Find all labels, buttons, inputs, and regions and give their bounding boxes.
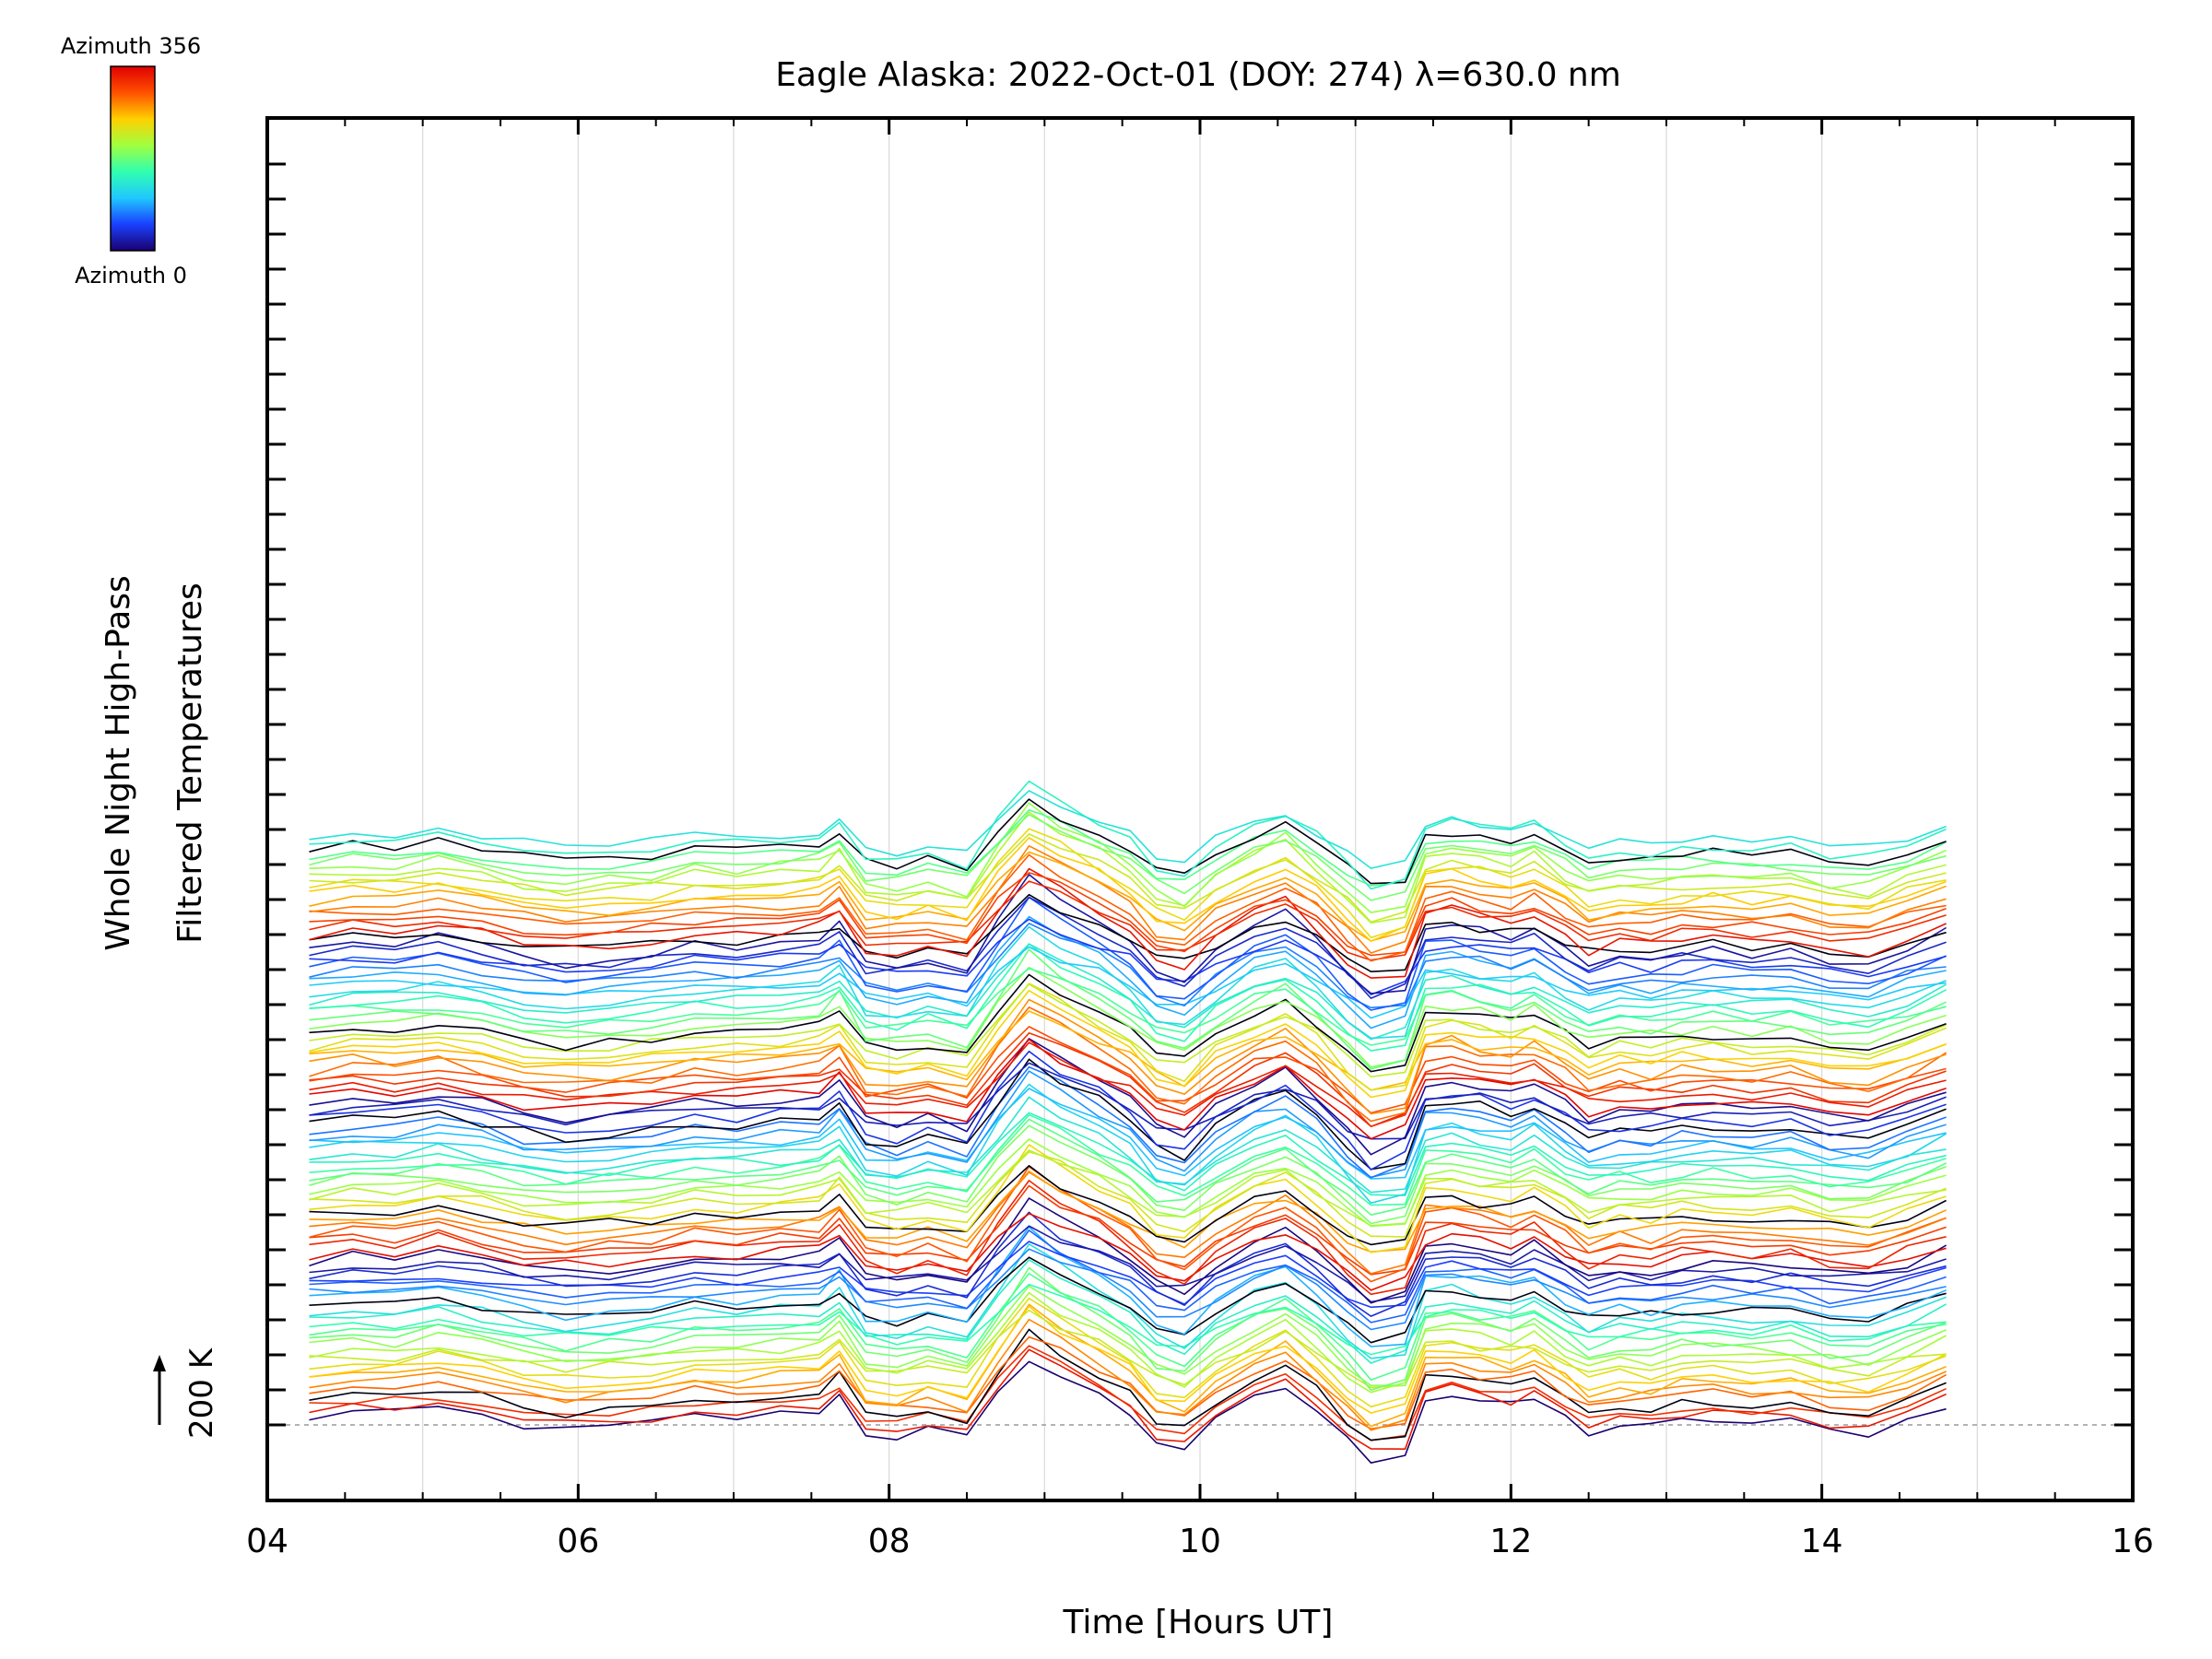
scale-bar: 200 K — [153, 1347, 220, 1439]
series-line — [309, 1335, 1947, 1430]
y-ticks — [267, 162, 2133, 1427]
series-line — [309, 880, 1947, 961]
series-line — [309, 1298, 1947, 1408]
series-line — [309, 990, 1947, 1099]
x-tick-label: 04 — [246, 1523, 288, 1560]
series-line — [309, 1213, 1947, 1291]
series-line — [309, 1273, 1947, 1381]
series-line — [309, 998, 1947, 1115]
series-line — [309, 1291, 1947, 1394]
series-line — [309, 813, 1947, 901]
series-line — [309, 1345, 1947, 1441]
series-line — [309, 1285, 1947, 1387]
series-line — [309, 1225, 1947, 1303]
series-line — [309, 918, 1947, 995]
colorbar: Azimuth 356 Azimuth 0 — [61, 33, 201, 288]
series-line — [309, 851, 1947, 942]
y-axis-label-line1: Whole Night High-Pass — [100, 575, 137, 951]
series-line — [309, 780, 1947, 890]
series-line — [309, 943, 1947, 1041]
series-line — [309, 802, 1947, 913]
series-line — [309, 1065, 1947, 1179]
series-line — [309, 1303, 1947, 1428]
series-line — [309, 1348, 1947, 1450]
series-line — [309, 1083, 1947, 1205]
series-line — [309, 1171, 1947, 1275]
chart-title: Eagle Alaska: 2022-Oct-01 (DOY: 274) λ=6… — [775, 56, 1621, 94]
series-line — [309, 1038, 1947, 1140]
series-line — [309, 896, 1947, 1011]
series-line — [309, 1248, 1947, 1331]
x-tick-label: 10 — [1179, 1523, 1221, 1560]
x-tick-label: 16 — [2112, 1523, 2154, 1560]
series-line — [309, 982, 1947, 1091]
scale-bar-arrowhead — [153, 1355, 166, 1371]
series-line — [309, 966, 1947, 1068]
series-line — [309, 923, 1947, 1009]
series-line — [309, 948, 1947, 1070]
series-line — [309, 1165, 1947, 1246]
series-line — [309, 1230, 1947, 1324]
series-line — [309, 844, 1947, 954]
colorbar-top-label: Azimuth 356 — [61, 33, 201, 59]
series-line — [309, 1180, 1947, 1296]
series-line — [309, 1113, 1947, 1206]
x-axis-label: Time [Hours UT] — [1063, 1604, 1334, 1641]
colorbar-bottom-label: Azimuth 0 — [75, 263, 187, 288]
series-line — [309, 1032, 1947, 1127]
colorbar-bar — [110, 65, 156, 252]
series-line — [309, 837, 1947, 942]
series-line — [309, 1305, 1947, 1414]
series-line — [309, 853, 1947, 962]
series-line — [309, 1360, 1947, 1464]
series-line — [309, 1151, 1947, 1238]
series-line — [309, 1112, 1947, 1196]
x-tick-label: 14 — [1801, 1523, 1843, 1560]
series-line — [309, 828, 1947, 939]
series-line — [309, 1166, 1947, 1283]
series-line — [309, 1211, 1947, 1317]
series-line — [309, 1138, 1947, 1228]
series-line — [309, 1144, 1947, 1253]
series-line — [309, 872, 1947, 957]
series-line — [309, 1124, 1947, 1225]
series-group — [309, 780, 1947, 1464]
series-line — [309, 1050, 1947, 1171]
series-line — [309, 915, 1947, 1030]
series-line — [309, 1259, 1947, 1364]
series-line — [309, 925, 1947, 1040]
series-line — [309, 809, 1947, 887]
series-line — [309, 1197, 1947, 1304]
series-line — [309, 1328, 1947, 1441]
scale-bar-label: 200 K — [183, 1347, 220, 1439]
series-line — [309, 943, 1947, 1052]
x-tick-label: 06 — [557, 1523, 599, 1560]
series-line — [309, 946, 1947, 1019]
series-line — [309, 1026, 1947, 1114]
series-line — [309, 833, 1947, 924]
series-line — [309, 1058, 1947, 1171]
series-line — [309, 1184, 1947, 1276]
series-line — [309, 874, 1947, 994]
x-ticks: 04 06 08 10 12 14 16 — [246, 118, 2154, 1560]
x-tick-label: 12 — [1489, 1523, 1532, 1560]
series-line — [309, 1309, 1947, 1389]
series-line — [309, 1226, 1947, 1347]
series-line — [309, 893, 1947, 972]
series-line — [309, 1070, 1947, 1179]
series-line — [309, 1266, 1947, 1391]
series-line — [309, 1243, 1947, 1359]
y-axis-label-line2: Filtered Temperatures — [171, 582, 209, 944]
x-tick-label: 08 — [868, 1523, 911, 1560]
series-line — [309, 1038, 1947, 1156]
series-line — [309, 790, 1947, 869]
series-line — [309, 973, 1947, 1073]
series-line — [309, 983, 1947, 1078]
series-line — [309, 968, 1947, 1046]
